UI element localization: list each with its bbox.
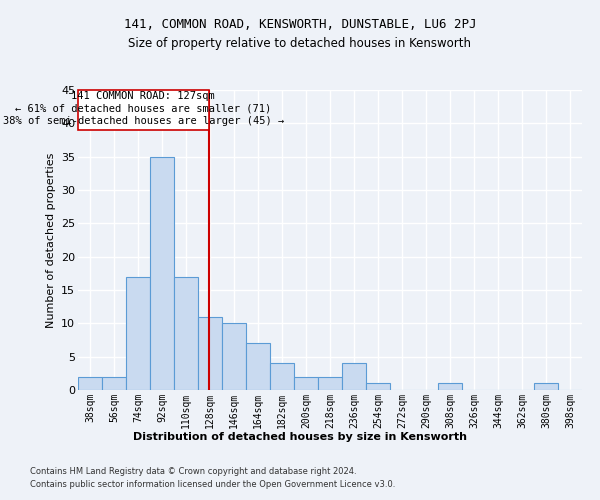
Bar bbox=[222, 324, 246, 390]
Text: 38% of semi-detached houses are larger (45) →: 38% of semi-detached houses are larger (… bbox=[3, 116, 284, 126]
FancyBboxPatch shape bbox=[78, 90, 209, 130]
Bar bbox=[318, 376, 342, 390]
Text: ← 61% of detached houses are smaller (71): ← 61% of detached houses are smaller (71… bbox=[15, 104, 271, 114]
Bar bbox=[534, 384, 558, 390]
Bar bbox=[102, 376, 126, 390]
Bar bbox=[366, 384, 390, 390]
Bar bbox=[270, 364, 294, 390]
Text: Distribution of detached houses by size in Kensworth: Distribution of detached houses by size … bbox=[133, 432, 467, 442]
Text: 141 COMMON ROAD: 127sqm: 141 COMMON ROAD: 127sqm bbox=[71, 91, 215, 101]
Bar bbox=[294, 376, 318, 390]
Text: Size of property relative to detached houses in Kensworth: Size of property relative to detached ho… bbox=[128, 38, 472, 51]
Bar bbox=[78, 376, 102, 390]
Bar bbox=[246, 344, 270, 390]
Bar bbox=[126, 276, 150, 390]
Bar bbox=[174, 276, 198, 390]
Text: 141, COMMON ROAD, KENSWORTH, DUNSTABLE, LU6 2PJ: 141, COMMON ROAD, KENSWORTH, DUNSTABLE, … bbox=[124, 18, 476, 30]
Bar bbox=[150, 156, 174, 390]
Bar bbox=[438, 384, 462, 390]
Text: Contains public sector information licensed under the Open Government Licence v3: Contains public sector information licen… bbox=[30, 480, 395, 489]
Y-axis label: Number of detached properties: Number of detached properties bbox=[46, 152, 56, 328]
Text: Contains HM Land Registry data © Crown copyright and database right 2024.: Contains HM Land Registry data © Crown c… bbox=[30, 468, 356, 476]
Bar bbox=[198, 316, 222, 390]
Bar bbox=[342, 364, 366, 390]
